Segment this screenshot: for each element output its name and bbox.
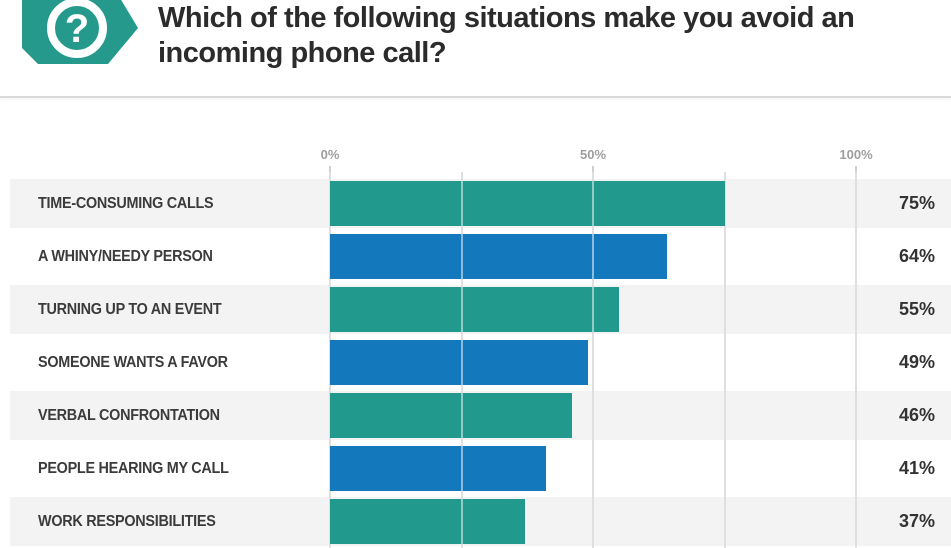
- gridline: [592, 172, 594, 548]
- bar: [330, 340, 588, 385]
- category-label: TIME-CONSUMING CALLS: [38, 194, 214, 212]
- category-label: SOMEONE WANTS A FAVOR: [38, 353, 228, 371]
- value-label: 64%: [898, 246, 935, 266]
- question-glyph: ?: [65, 7, 89, 51]
- bar-gridline: [460, 393, 463, 438]
- bar-gridline: [592, 234, 594, 279]
- value-label: 55%: [898, 299, 935, 319]
- bar-gridline: [460, 181, 463, 226]
- axis-tick-mark: [592, 166, 594, 173]
- axis-tick-label: 50%: [579, 147, 607, 162]
- value-label: 75%: [898, 193, 935, 213]
- chart-row: TIME-CONSUMING CALLS 75%: [10, 179, 951, 228]
- bar: [330, 393, 572, 438]
- category-label: A WHINY/NEEDY PERSON: [38, 247, 213, 265]
- chart-row: SOMEONE WANTS A FAVOR 49%: [10, 338, 951, 387]
- bar: [330, 181, 725, 226]
- chart-row: VERBAL CONFRONTATION 46%: [10, 391, 951, 440]
- value-label: 37%: [898, 511, 935, 531]
- value-label: 49%: [898, 352, 935, 372]
- bar-gridline: [460, 340, 463, 385]
- chart-row: WORK RESPONSIBILITIES 37%: [10, 497, 951, 546]
- bar-gridline: [592, 181, 594, 226]
- chart-row: PEOPLE HEARING MY CALL 41%: [10, 444, 951, 493]
- page-title: Which of the following situations make y…: [158, 2, 855, 69]
- header: ? Which of the following situations make…: [0, 0, 951, 98]
- category-label: PEOPLE HEARING MY CALL: [38, 459, 229, 477]
- chart-row: TURNING UP TO AN EVENT 55%: [10, 285, 951, 334]
- category-label: WORK RESPONSIBILITIES: [38, 512, 216, 530]
- axis-tick-label: 100%: [839, 147, 873, 162]
- gridline: [723, 172, 726, 548]
- chart-row: A WHINY/NEEDY PERSON 64%: [10, 232, 951, 281]
- question-ring: [47, 0, 107, 58]
- bar-gridline: [460, 287, 463, 332]
- bar-gridline: [592, 287, 594, 332]
- bar: [330, 499, 525, 544]
- category-label: VERBAL CONFRONTATION: [38, 406, 220, 424]
- axis-tick-mark: [855, 166, 857, 173]
- bar-gridline: [460, 234, 463, 279]
- bar: [330, 234, 667, 279]
- axis-tick-mark: [329, 166, 331, 173]
- axis-tick-label: 0%: [320, 147, 340, 162]
- gridline: [855, 172, 857, 548]
- value-label: 41%: [898, 458, 935, 478]
- value-label: 46%: [898, 405, 935, 425]
- category-label: TURNING UP TO AN EVENT: [38, 300, 222, 318]
- bar: [330, 287, 620, 332]
- question-mark-badge-icon: ?: [22, 0, 138, 64]
- bar-gridline: [460, 499, 463, 544]
- bar: [330, 446, 546, 491]
- bar-gridline: [460, 446, 463, 491]
